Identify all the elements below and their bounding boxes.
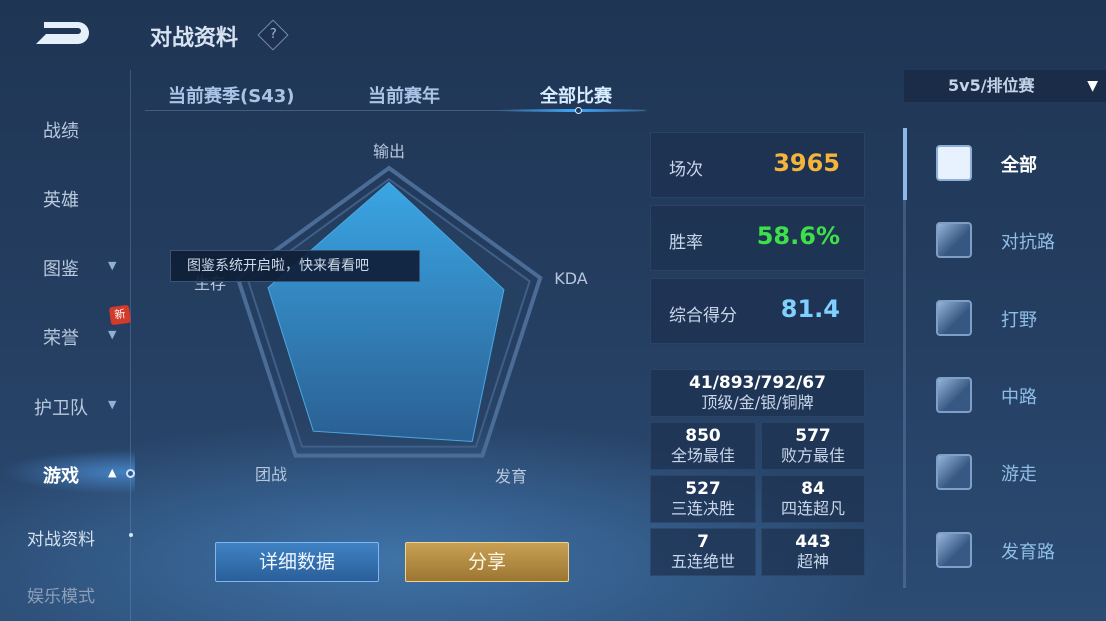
codex-tooltip[interactable]: 图鉴系统开启啦，快来看看吧 xyxy=(170,250,420,282)
nav-honor[interactable]: 荣誉 ▼ xyxy=(43,328,117,349)
medal-counts: 41/893/792/67 顶级/金/银/铜牌 xyxy=(650,369,865,417)
tab-current-season[interactable]: 当前赛季(S43) xyxy=(168,86,295,107)
tab-current-year[interactable]: 当前赛年 xyxy=(368,86,440,107)
chevron-down-icon: ▼ xyxy=(108,398,117,411)
crossed-swords-icon xyxy=(936,222,972,258)
staff-icon xyxy=(936,377,972,413)
back-icon[interactable] xyxy=(34,18,92,48)
nav-codex[interactable]: 图鉴 ▼ xyxy=(43,259,117,280)
all-roles-icon xyxy=(936,145,972,181)
filter-icon: ▼ xyxy=(1087,78,1098,94)
radar-axis-label: 发育 xyxy=(494,467,528,486)
stat-cell: 527 三连决胜 xyxy=(650,475,756,523)
divider xyxy=(130,70,131,621)
dragon-icon xyxy=(936,300,972,336)
nav-record[interactable]: 战绩 xyxy=(43,121,79,142)
radar-axis-label: 团战 xyxy=(254,465,288,484)
page-title: 对战资料 xyxy=(150,26,239,51)
active-dot xyxy=(126,469,135,478)
active-tab-dot xyxy=(575,107,582,114)
chevron-down-icon: ▼ xyxy=(108,259,117,272)
role-clash-lane[interactable]: 对抗路 xyxy=(936,220,1106,260)
role-scrollbar[interactable] xyxy=(903,128,906,588)
radar-axis-label: 输出 xyxy=(372,142,406,161)
wings-icon xyxy=(936,454,972,490)
stat-cell: 443 超神 xyxy=(761,528,865,576)
nav-entertainment[interactable]: 娱乐模式 xyxy=(27,587,95,607)
role-mid-lane[interactable]: 中路 xyxy=(936,375,1106,415)
stat-cell: 7 五连绝世 xyxy=(650,528,756,576)
mode-filter-dropdown[interactable]: 5v5/排位赛 ▼ xyxy=(904,70,1106,102)
stat-winrate: 胜率 58.6% xyxy=(650,205,865,271)
share-button[interactable]: 分享 xyxy=(405,542,569,582)
sub-item-dot xyxy=(129,533,133,537)
active-nav-glow xyxy=(0,450,135,494)
nav-game[interactable]: 游戏 ▲ xyxy=(43,466,117,487)
stat-score: 综合得分 81.4 xyxy=(650,278,865,344)
tab-underline xyxy=(145,110,645,111)
tab-all-matches[interactable]: 全部比赛 xyxy=(540,86,612,107)
stat-cell: 850 全场最佳 xyxy=(650,422,756,470)
nav-guard-team[interactable]: 护卫队 ▼ xyxy=(34,398,117,419)
role-all[interactable]: 全部 xyxy=(936,143,1106,183)
role-jungle[interactable]: 打野 xyxy=(936,298,1106,338)
stat-matches: 场次 3965 xyxy=(650,132,865,198)
chevron-up-icon: ▲ xyxy=(108,466,117,479)
detail-data-button[interactable]: 详细数据 xyxy=(215,542,379,582)
role-roam[interactable]: 游走 xyxy=(936,452,1106,492)
target-icon xyxy=(936,532,972,568)
nav-heroes[interactable]: 英雄 xyxy=(43,190,79,211)
role-scrollbar-thumb[interactable] xyxy=(903,128,907,200)
chevron-down-icon: ▼ xyxy=(108,328,117,341)
stat-cell: 577 败方最佳 xyxy=(761,422,865,470)
radar-axis-label: KDA xyxy=(554,269,588,288)
nav-battle-data[interactable]: 对战资料 xyxy=(27,530,95,550)
role-farm-lane[interactable]: 发育路 xyxy=(936,530,1106,570)
stat-cell: 84 四连超凡 xyxy=(761,475,865,523)
